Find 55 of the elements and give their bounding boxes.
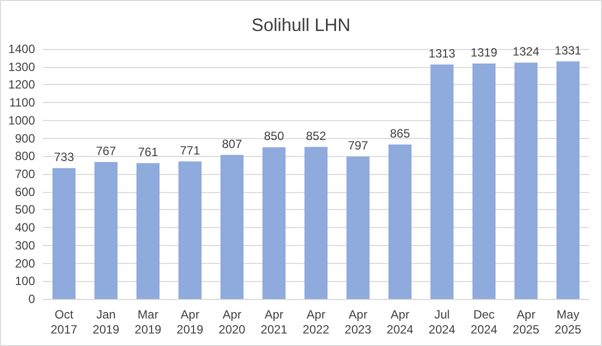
y-tick-label: 500	[14, 202, 36, 217]
data-label: 1331	[554, 43, 582, 58]
x-tick-label: Apr 2021	[260, 308, 288, 336]
bar	[136, 163, 160, 299]
y-tick-label: 1200	[8, 78, 36, 92]
data-label: 767	[96, 144, 116, 158]
y-tick-label: 100	[14, 274, 36, 288]
bar	[430, 64, 454, 299]
data-label: 852	[306, 128, 326, 143]
x-tick-label: Apr 2020	[218, 308, 246, 336]
data-label: 807	[222, 136, 242, 151]
bar	[388, 144, 412, 299]
x-tick-label: Dec 2024	[470, 308, 498, 336]
chart-title: Solihull LHN	[251, 15, 351, 35]
bar	[556, 61, 580, 299]
x-tick-label: May 2025	[554, 308, 582, 336]
bar	[346, 156, 370, 299]
bar	[178, 161, 202, 299]
x-tick-label: Oct 2017	[50, 308, 78, 336]
data-label: 761	[138, 145, 158, 160]
x-tick-label: Apr 2023	[344, 308, 372, 336]
y-tick-label: 700	[14, 167, 36, 181]
y-tick-label: 300	[14, 238, 36, 252]
x-tick-label: Apr 2024	[386, 308, 414, 336]
y-tick-label: 0	[28, 292, 36, 306]
y-tick-label: 1100	[9, 96, 36, 110]
bar	[304, 146, 328, 299]
data-label: 865	[390, 126, 410, 141]
y-tick-label: 400	[14, 220, 36, 235]
x-tick-label: Apr 2022	[302, 308, 330, 336]
y-tick-label: 1400	[8, 42, 36, 56]
data-label: 797	[348, 138, 368, 153]
x-tick-label: Apr 2025	[512, 308, 540, 336]
y-tick-label: 900	[14, 131, 36, 146]
y-tick-label: 1000	[8, 113, 36, 128]
data-label: 733	[54, 150, 74, 164]
data-label: 1313	[428, 46, 456, 61]
y-tick-label: 800	[14, 149, 36, 164]
x-tick-label: Jul 2024	[428, 308, 456, 336]
data-label: 850	[264, 129, 284, 144]
x-tick-label: Jan 2019	[92, 308, 120, 336]
y-tick-label: 1300	[8, 60, 36, 74]
data-label: 771	[180, 143, 200, 158]
bar	[514, 62, 538, 299]
bar	[94, 162, 118, 299]
y-tick-label: 600	[14, 184, 36, 199]
y-tick-label: 200	[14, 256, 36, 270]
x-tick-label: Apr 2019	[176, 308, 204, 336]
bar	[472, 63, 496, 299]
x-tick-label: Mar 2019	[134, 308, 162, 336]
bar	[52, 168, 76, 299]
bar	[220, 154, 244, 299]
data-label: 1319	[470, 45, 498, 60]
data-label: 1324	[512, 44, 540, 59]
bar	[262, 147, 286, 299]
